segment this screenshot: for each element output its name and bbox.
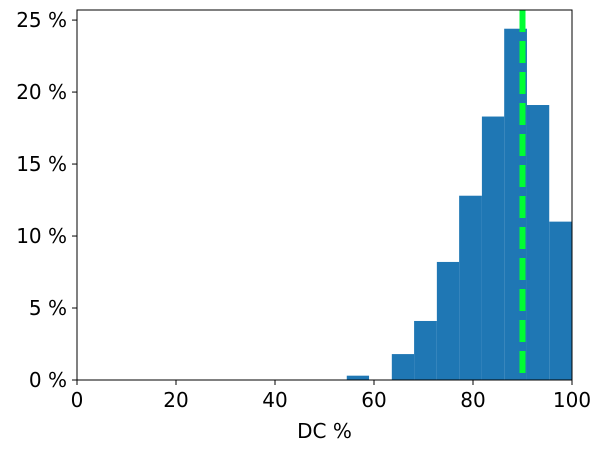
- y-tick-label: 0 %: [29, 368, 67, 392]
- x-axis-ticks: 0 20 40 60 80 100: [71, 380, 591, 412]
- histogram-bar: [414, 320, 437, 380]
- x-tick-label: 80: [460, 388, 485, 412]
- y-tick-label: 20 %: [16, 80, 67, 104]
- y-tick-label: 10 %: [16, 224, 67, 248]
- histogram-bar: [346, 375, 370, 380]
- y-tick-label: 25 %: [16, 8, 67, 32]
- bars-group: [346, 28, 572, 381]
- y-tick-label: 5 %: [29, 296, 67, 320]
- histogram-bar: [459, 195, 482, 380]
- x-tick-label: 20: [163, 388, 188, 412]
- histogram-bar: [526, 105, 550, 380]
- histogram-bar: [481, 116, 505, 381]
- x-tick-label: 40: [262, 388, 287, 412]
- y-tick-label: 15 %: [16, 152, 67, 176]
- histogram-bar: [391, 354, 415, 380]
- plot-frame: [76, 9, 573, 381]
- histogram-bar: [436, 261, 460, 380]
- x-tick-label: 100: [553, 388, 591, 412]
- x-tick-label: 0: [71, 388, 84, 412]
- histogram-bar: [549, 221, 572, 380]
- x-axis-label: DC %: [297, 419, 352, 443]
- y-axis-ticks: 0 % 5 % 10 % 15 % 20 % 25 %: [16, 8, 77, 392]
- x-tick-label: 60: [361, 388, 386, 412]
